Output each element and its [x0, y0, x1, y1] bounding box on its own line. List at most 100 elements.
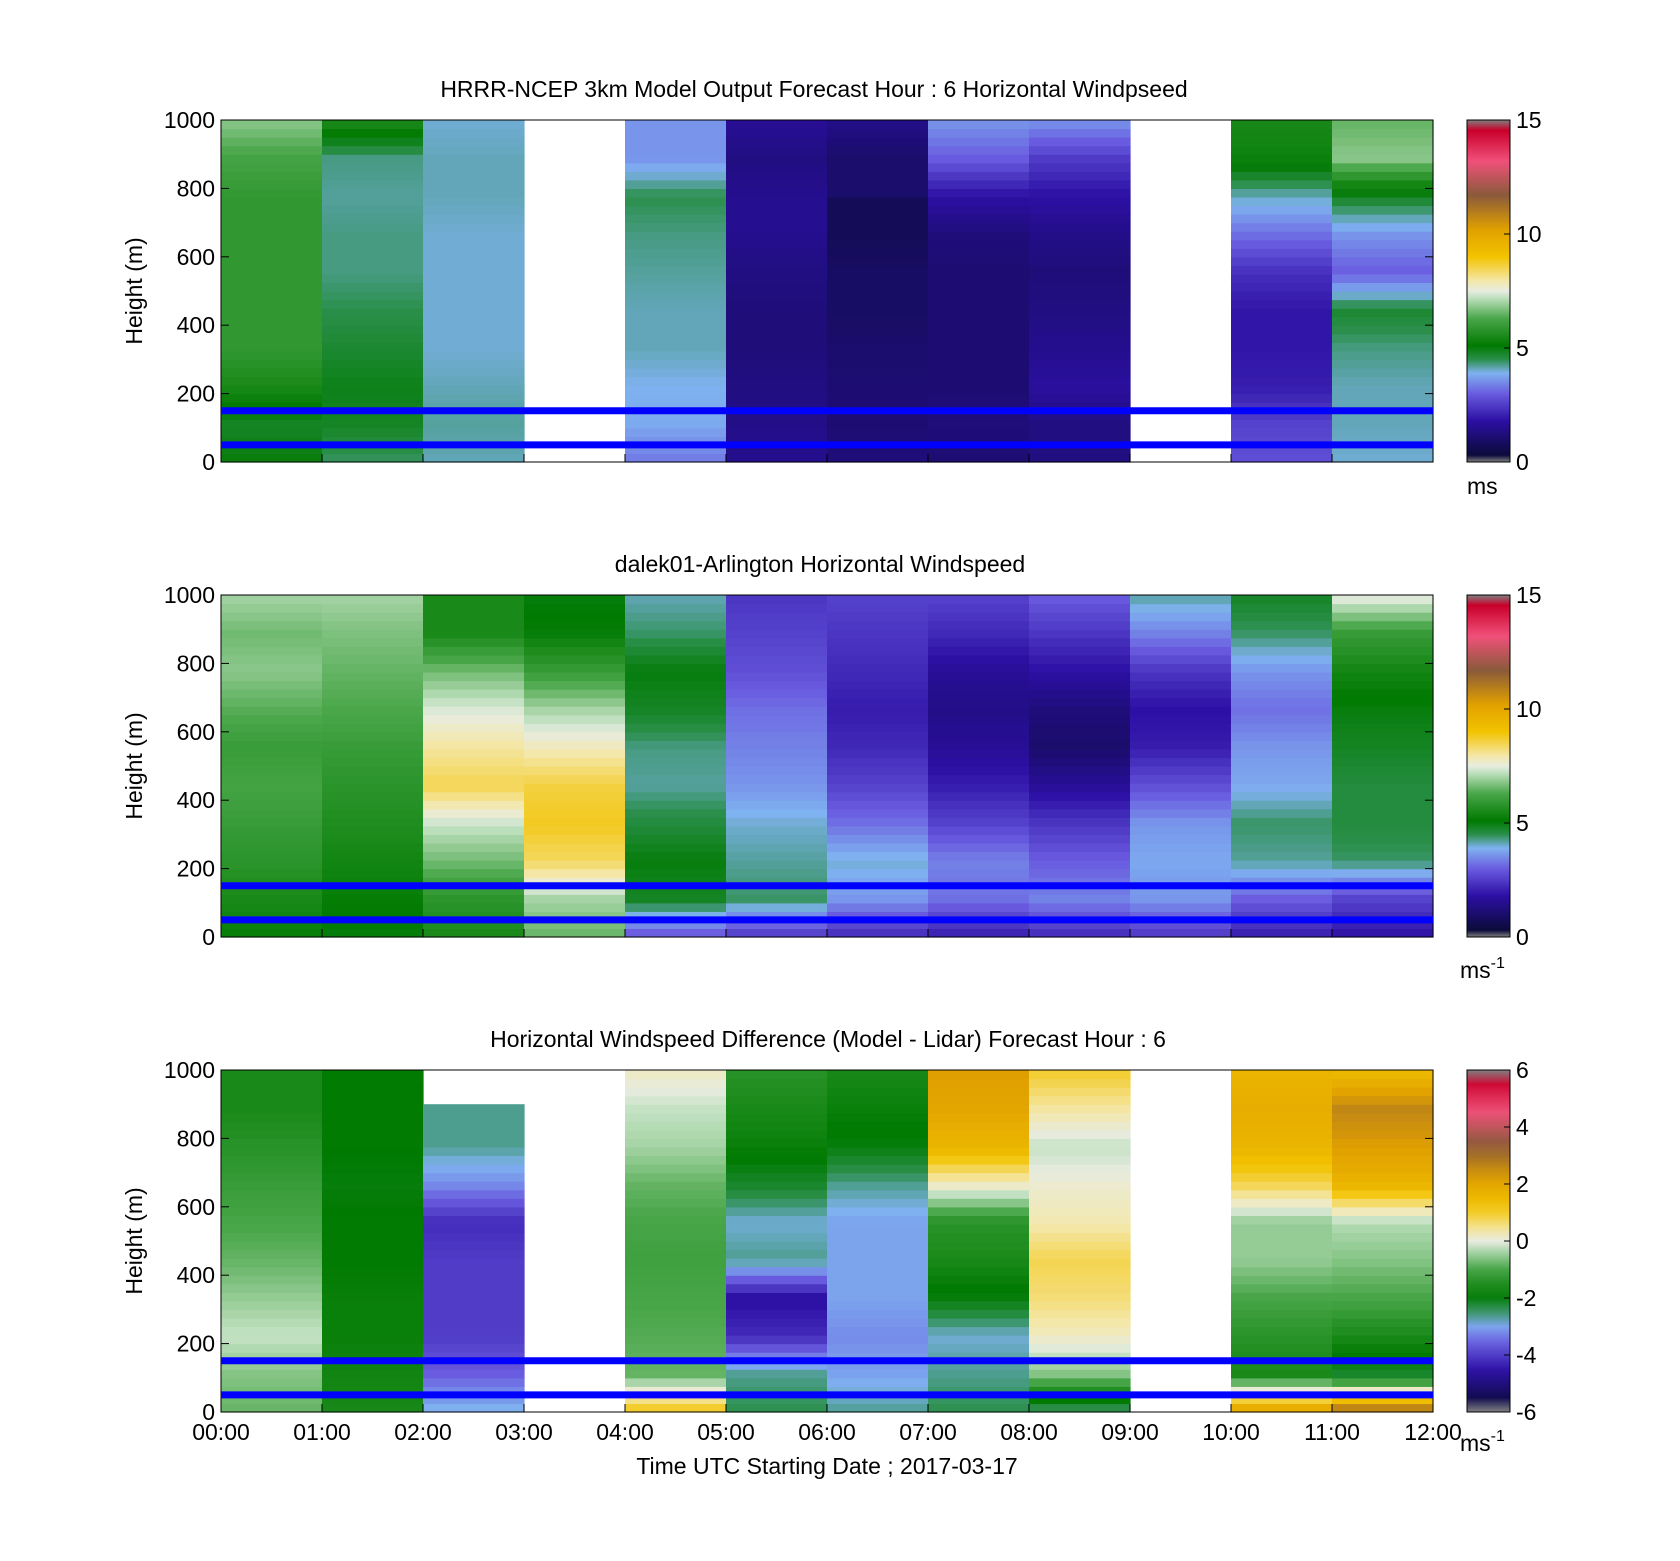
- heatmap-cell: [1029, 1112, 1131, 1122]
- heatmap-cell: [928, 1172, 1030, 1182]
- heatmap-cell: [726, 1129, 828, 1139]
- heatmap-cell: [827, 128, 929, 138]
- heatmap-cell: [1130, 646, 1232, 656]
- heatmap-cell: [1130, 654, 1232, 664]
- heatmap-cell: [625, 603, 727, 613]
- heatmap-cell: [1130, 612, 1232, 622]
- heatmap-cell: [524, 714, 626, 724]
- heatmap-cell: [1029, 376, 1131, 386]
- heatmap-cell: [1332, 350, 1434, 360]
- heatmap-cell: [322, 222, 424, 232]
- heatmap-cell: [726, 766, 828, 776]
- heatmap-cell: [1029, 1155, 1131, 1165]
- heatmap-cell: [1130, 911, 1232, 921]
- heatmap-cell: [1029, 851, 1131, 861]
- heatmap-cell: [625, 663, 727, 673]
- heatmap-cell: [1231, 265, 1333, 275]
- heatmap-cell: [1029, 196, 1131, 207]
- heatmap-cell: [1332, 603, 1434, 613]
- heatmap-cell: [423, 367, 525, 378]
- heatmap-cell: [423, 1369, 525, 1379]
- heatmap-cell: [625, 453, 727, 463]
- heatmap-cell: [1332, 214, 1434, 224]
- heatmap-cell: [423, 1403, 525, 1413]
- heatmap-cell: [1130, 928, 1232, 938]
- heatmap-cell: [1332, 248, 1434, 258]
- heatmap-cell: [524, 689, 626, 699]
- heatmap-cell: [322, 842, 424, 853]
- heatmap-cell: [827, 120, 929, 130]
- panel-title: Horizontal Windspeed Difference (Model -…: [490, 1026, 1166, 1052]
- heatmap-cell: [1130, 894, 1232, 904]
- y-tick-label: 400: [177, 787, 215, 813]
- heatmap-cell: [322, 1335, 424, 1345]
- heatmap-cell: [1231, 706, 1333, 716]
- x-axis-label: Time UTC Starting Date ; 2017-03-17: [636, 1453, 1017, 1479]
- heatmap-cell: [625, 1258, 727, 1268]
- heatmap-cell: [625, 162, 727, 172]
- heatmap-cell: [1332, 1070, 1434, 1080]
- heatmap-cell: [928, 911, 1030, 921]
- heatmap-cell: [322, 282, 424, 292]
- heatmap-cell: [726, 791, 828, 801]
- heatmap-cell: [1029, 1129, 1131, 1139]
- heatmap-cell: [827, 740, 929, 750]
- heatmap-cell: [1332, 1249, 1434, 1259]
- heatmap-cell: [827, 877, 929, 887]
- heatmap-cell: [726, 231, 828, 241]
- heatmap-cell: [221, 791, 323, 801]
- heatmap-cell: [625, 316, 727, 326]
- heatmap-cell: [827, 1369, 929, 1379]
- heatmap-cell: [322, 196, 424, 207]
- heatmap-cell: [221, 1189, 323, 1199]
- heatmap-cell: [322, 774, 424, 784]
- heatmap-cell: [827, 342, 929, 352]
- heatmap-cell: [726, 1104, 828, 1114]
- heatmap-cell: [827, 1266, 929, 1276]
- heatmap-cell: [1231, 1146, 1333, 1157]
- colorbar-tick-label: 4: [1516, 1114, 1529, 1140]
- heatmap-cell: [1130, 620, 1232, 630]
- heatmap-cell: [625, 1241, 727, 1251]
- heatmap-cell: [322, 393, 424, 403]
- heatmap-cell: [322, 595, 424, 605]
- heatmap-cell: [726, 273, 828, 284]
- heatmap-cell: [1029, 1181, 1131, 1191]
- heatmap-cell: [928, 808, 1030, 818]
- heatmap-cell: [827, 911, 929, 921]
- heatmap-cell: [1231, 603, 1333, 613]
- y-tick-label: 0: [202, 449, 215, 475]
- heatmap-cell: [322, 1215, 424, 1225]
- heatmap-cell: [928, 1266, 1030, 1276]
- heatmap-cell: [1332, 663, 1434, 673]
- heatmap-cell: [221, 637, 323, 647]
- heatmap-cell: [1332, 325, 1434, 335]
- heatmap-cell: [726, 1087, 828, 1097]
- heatmap-cell: [322, 1112, 424, 1122]
- heatmap-cell: [524, 603, 626, 613]
- heatmap-cell: [827, 385, 929, 395]
- heatmap-cell: [726, 1249, 828, 1259]
- heatmap-cell: [423, 1326, 525, 1336]
- heatmap-cell: [1231, 205, 1333, 215]
- heatmap-cell: [221, 1241, 323, 1251]
- y-tick-label: 400: [177, 312, 215, 338]
- heatmap-cell: [1332, 919, 1434, 930]
- heatmap-cell: [625, 928, 727, 938]
- heatmap-cell: [928, 1112, 1030, 1122]
- heatmap-cell: [423, 179, 525, 189]
- heatmap-cell: [221, 766, 323, 776]
- heatmap-cell: [221, 714, 323, 724]
- heatmap-cell: [1332, 1394, 1434, 1405]
- heatmap-cell: [1231, 1198, 1333, 1208]
- heatmap-cell: [1029, 620, 1131, 630]
- heatmap-cell: [928, 308, 1030, 318]
- heatmap-cell: [928, 1352, 1030, 1362]
- heatmap-cell: [423, 1266, 525, 1276]
- heatmap-cell: [322, 1258, 424, 1268]
- heatmap-cell: [221, 663, 323, 673]
- heatmap-cell: [1130, 791, 1232, 801]
- heatmap-cell: [1029, 723, 1131, 733]
- heatmap-cell: [221, 1129, 323, 1139]
- heatmap-cell: [1130, 800, 1232, 810]
